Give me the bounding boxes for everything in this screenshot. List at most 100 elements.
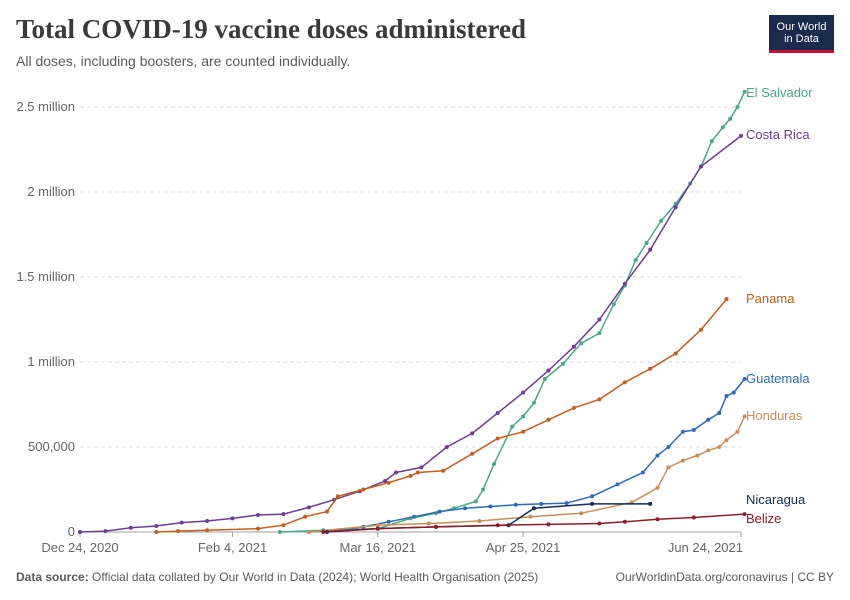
y-tick-label: 1 million [27, 354, 75, 369]
data-point [256, 513, 260, 517]
data-point [717, 445, 722, 449]
data-point [615, 482, 620, 487]
data-point [408, 473, 413, 478]
data-point [510, 424, 515, 429]
data-point [571, 405, 576, 410]
y-tick-label: 0 [68, 524, 75, 539]
x-tick-label: Mar 16, 2021 [340, 540, 417, 555]
source-link[interactable]: OurWorldinData.org/coronavirus [615, 570, 788, 584]
chart-title: Total COVID-19 vaccine doses administere… [16, 14, 527, 44]
data-point [477, 519, 482, 523]
data-point [648, 501, 653, 506]
data-point [444, 445, 449, 449]
data-point [742, 512, 747, 517]
data-point [281, 523, 286, 528]
series-line [323, 513, 745, 533]
data-point [680, 429, 685, 434]
data-point [539, 501, 544, 506]
series-label: Belize [746, 511, 781, 526]
logo-line-2: in Data [784, 33, 819, 45]
line-chart: 0 500,000 1 million 1.5 million 2 million 2.5… [16, 85, 813, 555]
data-point [205, 519, 210, 523]
data-point [375, 526, 380, 531]
series-guatemala: Guatemala [306, 371, 810, 534]
data-point [640, 470, 645, 475]
series-el-salvador: El Salvador [277, 85, 813, 534]
logo-line-1: Our World [776, 21, 827, 33]
data-point [419, 465, 424, 470]
data-point [655, 453, 660, 458]
data-point [695, 453, 700, 458]
data-point [463, 506, 467, 511]
series-label: El Salvador [746, 85, 813, 100]
series-label: Nicaragua [746, 492, 806, 507]
y-tick-label: 2 million [27, 184, 75, 199]
data-point [532, 506, 536, 511]
data-point [495, 436, 500, 441]
data-point [495, 523, 500, 528]
data-point [256, 526, 260, 531]
data-point [648, 366, 653, 371]
data-point [426, 521, 431, 526]
data-point [691, 515, 696, 520]
series-line [308, 416, 746, 533]
data-point [103, 529, 108, 534]
data-point [335, 494, 340, 499]
chart-subtitle: All doses, including boosters, are count… [16, 53, 351, 69]
data-point [597, 317, 602, 322]
data-point [488, 504, 493, 509]
data-point [470, 431, 475, 436]
y-tick-label: 1.5 million [16, 269, 75, 284]
data-point [590, 494, 595, 499]
data-point [680, 458, 685, 463]
data-point [571, 344, 576, 349]
data-point [154, 524, 159, 528]
series-line [308, 378, 746, 533]
data-point [720, 125, 725, 130]
data-point [281, 512, 286, 517]
owid-logo[interactable]: Our World in Data [769, 15, 834, 53]
data-point [597, 331, 602, 336]
data-point [179, 520, 184, 525]
data-point [433, 524, 438, 529]
data-point [622, 380, 627, 385]
data-point [597, 521, 602, 526]
data-point [659, 218, 664, 223]
data-point [724, 297, 729, 302]
data-point [128, 525, 133, 530]
series-label: Panama [746, 291, 795, 306]
data-point [437, 509, 442, 514]
data-point [673, 351, 678, 356]
data-point [521, 429, 526, 434]
data-point [205, 528, 210, 533]
data-point [742, 89, 747, 94]
data-point [633, 258, 638, 262]
data-point [306, 530, 311, 534]
footer-source: Data source: Official data collated by O… [16, 570, 538, 584]
data-point [521, 390, 526, 395]
data-point [622, 519, 627, 524]
data-point [495, 411, 500, 415]
x-tick-label: Dec 24, 2020 [41, 540, 118, 555]
data-point [546, 417, 551, 422]
data-point [706, 417, 711, 422]
data-point [470, 451, 475, 456]
data-point [528, 514, 533, 519]
data-point [724, 394, 729, 398]
data-point [611, 302, 616, 307]
data-point [739, 133, 743, 138]
data-point [644, 241, 649, 245]
data-point [742, 377, 747, 381]
data-point [415, 470, 420, 475]
data-point [441, 468, 446, 473]
data-point [412, 514, 417, 519]
data-point [709, 139, 714, 143]
data-point [394, 470, 398, 475]
data-point [513, 502, 518, 507]
data-point [481, 487, 486, 492]
series-line [156, 298, 728, 533]
license-text: | CC BY [790, 570, 834, 584]
data-point [691, 428, 696, 432]
series-label: Guatemala [746, 371, 810, 386]
series-label: Costa Rica [746, 127, 810, 142]
